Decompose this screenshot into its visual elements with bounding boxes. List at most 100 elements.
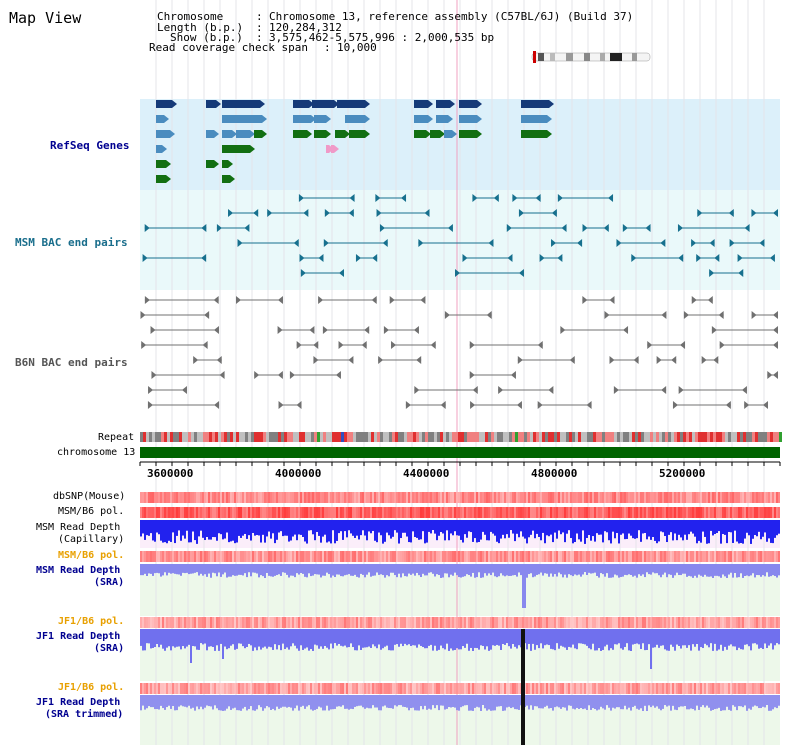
jf1-sra-depth-bar	[206, 629, 208, 651]
b6n-bac-pair-end-marker	[773, 341, 778, 349]
repeat-segment	[722, 432, 725, 442]
track-label-refseq[interactable]: RefSeq Genes	[50, 139, 130, 152]
jf1-trimmed-depth-bar	[418, 695, 420, 711]
msm-b6-pol-strip	[368, 551, 370, 562]
jf1-trimmed-depth-bar	[288, 695, 290, 707]
msm-sra-depth-bar	[544, 564, 546, 574]
msm-b6-pol-strip	[282, 507, 284, 518]
msm-bac-pair-end-marker	[300, 269, 306, 277]
jf1-sra-depth-bar	[514, 629, 516, 647]
msm-b6-pol-strip	[466, 551, 468, 562]
jf1-trimmed-depth-bar	[290, 695, 292, 708]
msm-capillary-depth-bar	[422, 520, 424, 532]
msm-b6-pol-strip	[630, 507, 632, 518]
jf1-b6-pol-strip	[252, 617, 254, 628]
dbsnp-strip	[524, 492, 526, 503]
msm-sra-depth-bar	[452, 564, 454, 576]
msm-b6-pol-strip	[180, 507, 182, 518]
repeat-segment	[152, 432, 155, 442]
b6n-bac-pair-end-marker	[278, 401, 284, 409]
jf1-b6-pol-strip	[442, 617, 444, 628]
msm-b6-pol-strip	[640, 507, 642, 518]
msm-sra-depth-bar	[150, 564, 152, 574]
jf1-b6-pol-strip	[410, 683, 412, 694]
jf1-b6-pol-strip	[772, 683, 774, 694]
msm-b6-pol-strip	[682, 507, 684, 518]
jf1-b6-pol-strip	[270, 617, 272, 628]
msm-sra-depth-bar	[470, 564, 472, 577]
msm-sra-depth-bar	[272, 564, 274, 577]
msm-b6-pol-strip	[180, 551, 182, 562]
msm-b6-pol-strip	[222, 551, 224, 562]
jf1-trimmed-depth-bar	[294, 695, 296, 709]
dbsnp-strip	[232, 492, 234, 503]
jf1-b6-pol-strip	[724, 617, 726, 628]
msm-b6-pol-strip	[566, 551, 568, 562]
jf1-b6-pol-strip	[732, 683, 734, 694]
msm-capillary-depth-bar	[282, 520, 284, 537]
jf1-b6-pol-strip	[334, 683, 336, 694]
msm-capillary-depth-bar	[340, 520, 342, 532]
repeat-segment	[236, 432, 239, 442]
jf1-b6-pol-strip	[676, 683, 678, 694]
repeat-segment	[467, 432, 470, 442]
jf1-b6-pol-strip	[518, 617, 520, 628]
jf1-b6-pol-strip	[742, 683, 744, 694]
jf1-trimmed-depth-bar	[592, 695, 594, 709]
jf1-trimmed-depth-bar	[232, 695, 234, 709]
track-label-b6n-bac[interactable]: B6N BAC end pairs	[15, 356, 128, 369]
jf1-trimmed-depth-bar	[402, 695, 404, 707]
msm-capillary-depth-bar	[560, 520, 562, 535]
msm-b6-pol-strip	[564, 551, 566, 562]
jf1-sra-depth-bar	[510, 629, 512, 649]
msm-sra-depth-bar	[752, 564, 754, 574]
dbsnp-strip	[718, 492, 720, 503]
jf1-trimmed-depth-bar	[758, 695, 760, 709]
track-label-jf1-depth-trimmed: JF1 Read Depth	[36, 697, 121, 708]
jf1-sra-depth-bar	[476, 629, 478, 649]
refseq-gene	[414, 100, 428, 108]
jf1-sra-depth-bar	[422, 629, 424, 648]
repeat-segment	[281, 432, 284, 442]
msm-sra-depth-bar	[610, 564, 612, 578]
dbsnp-strip	[162, 492, 164, 503]
msm-capillary-depth-bar	[526, 520, 528, 544]
msm-b6-pol-strip	[700, 507, 702, 518]
jf1-sra-depth-bar	[512, 629, 514, 645]
jf1-b6-pol-strip	[290, 683, 292, 694]
msm-b6-pol-strip	[742, 551, 744, 562]
jf1-sra-depth-bar	[714, 629, 716, 644]
track-label-msm-bac[interactable]: MSM BAC end pairs	[15, 236, 128, 249]
repeat-segment	[581, 432, 584, 442]
dbsnp-strip	[690, 492, 692, 503]
msm-bac-pair-end-marker	[512, 194, 518, 202]
jf1-trimmed-depth-bar	[374, 695, 376, 708]
msm-capillary-depth-bar	[490, 520, 492, 532]
jf1-trimmed-depth-bar	[428, 695, 430, 709]
refseq-gene	[156, 115, 164, 123]
dbsnp-strip	[592, 492, 594, 503]
msm-capillary-depth-bar	[406, 520, 408, 537]
jf1-trimmed-depth-bar	[556, 695, 558, 707]
jf1-trimmed-depth-bar	[338, 695, 340, 707]
jf1-b6-pol-strip	[760, 683, 762, 694]
jf1-sra-depth-bar	[664, 629, 666, 650]
jf1-b6-pol-strip	[602, 617, 604, 628]
msm-b6-pol-strip	[584, 551, 586, 562]
jf1-b6-pol-strip	[328, 683, 330, 694]
msm-capillary-depth-bar	[362, 520, 364, 531]
msm-capillary-depth-bar	[202, 520, 204, 538]
msm-b6-pol-strip	[634, 551, 636, 562]
msm-b6-pol-strip	[352, 551, 354, 562]
jf1-trimmed-depth-bar	[380, 695, 382, 711]
dbsnp-strip	[570, 492, 572, 503]
msm-b6-pol-strip	[384, 551, 386, 562]
msm-b6-pol-strip	[572, 507, 574, 518]
msm-sra-depth-bar	[702, 564, 704, 577]
jf1-b6-pol-strip	[212, 617, 214, 628]
msm-capillary-depth-bar	[184, 520, 186, 539]
jf1-sra-depth-bar	[260, 629, 262, 650]
msm-b6-pol-strip	[524, 551, 526, 562]
